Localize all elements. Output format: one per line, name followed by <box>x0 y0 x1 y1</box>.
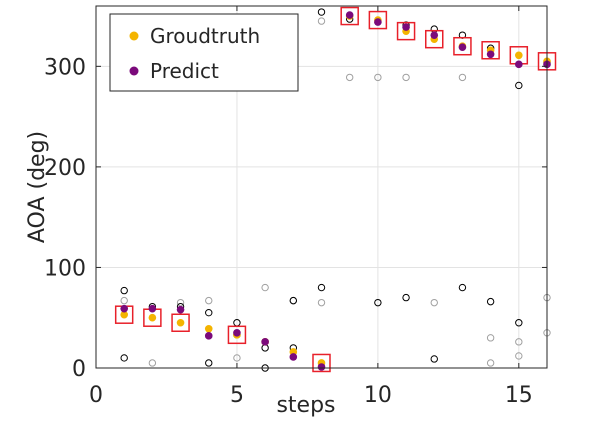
candidate-light-marker <box>458 73 467 82</box>
x-axis-label: steps <box>276 393 335 418</box>
candidate-light-marker <box>148 359 157 367</box>
legend-label-groundtruth: Groudtruth <box>150 24 260 48</box>
predict-point <box>402 23 410 31</box>
candidate-dark-marker <box>289 296 298 305</box>
candidate-light-marker <box>261 283 269 292</box>
groundtruth-point <box>148 313 157 322</box>
y-axis-label: AOA (deg) <box>25 131 50 243</box>
predict-point <box>458 43 467 52</box>
highlight-box <box>481 40 500 60</box>
predict-point <box>317 363 326 371</box>
data-markers <box>114 6 557 373</box>
candidate-light-marker <box>402 73 410 82</box>
legend: Groudtruth Predict <box>109 13 299 92</box>
groundtruth-point <box>204 324 213 333</box>
predict-point <box>204 332 213 340</box>
y-tick-label: 300 <box>44 55 86 80</box>
legend-marker-predict <box>129 66 139 76</box>
x-tick-label: 10 <box>364 383 392 408</box>
predict-point <box>345 11 354 19</box>
highlight-box <box>171 313 190 332</box>
predict-point <box>289 353 298 361</box>
candidate-light-marker <box>374 73 382 82</box>
candidate-light-marker <box>176 298 185 307</box>
highlight-box <box>453 36 472 56</box>
legend-label-predict: Predict <box>150 59 219 83</box>
candidate-dark-marker <box>402 293 410 302</box>
highlight-box <box>340 6 359 26</box>
candidate-light-marker <box>345 73 354 82</box>
candidate-dark-marker <box>458 283 467 292</box>
x-tick-label: 5 <box>230 383 244 408</box>
highlight-box <box>396 21 416 41</box>
candidate-dark-marker <box>205 359 213 367</box>
x-tick-label: 0 <box>89 383 103 408</box>
candidate-light-marker <box>515 352 523 360</box>
predict-point <box>374 18 382 26</box>
candidate-dark-marker <box>120 286 128 295</box>
predict-point <box>176 305 185 314</box>
legend-box <box>109 13 299 92</box>
predict-point <box>261 338 269 346</box>
y-tick-label: 100 <box>44 256 86 281</box>
candidate-light-marker <box>317 298 326 307</box>
candidate-dark-marker <box>120 354 128 362</box>
highlight-box <box>227 325 247 345</box>
candidate-dark-marker <box>515 319 523 327</box>
y-tick-label: 200 <box>44 156 86 181</box>
groundtruth-point <box>120 310 128 319</box>
candidate-dark-marker <box>486 297 495 306</box>
candidate-light-marker <box>120 296 128 305</box>
y-tick-label: 0 <box>72 357 86 382</box>
predict-point <box>486 50 495 59</box>
candidate-light-marker <box>205 296 213 305</box>
candidate-dark-marker <box>317 283 326 292</box>
candidate-light-marker <box>515 338 523 346</box>
highlight-box <box>368 10 388 30</box>
predict-point <box>148 304 157 313</box>
candidate-light-marker <box>233 354 241 362</box>
predict-point <box>430 31 439 39</box>
candidate-light-marker <box>486 359 495 367</box>
axis-ticks: 0 5 10 15 0 100 200 300 <box>44 6 547 408</box>
candidate-light-marker <box>430 298 438 307</box>
candidate-dark-marker <box>317 8 326 16</box>
groundtruth-point <box>176 318 185 327</box>
candidate-dark-marker <box>205 308 213 317</box>
candidate-light-marker <box>486 334 495 342</box>
candidate-light-marker <box>317 17 326 25</box>
candidate-dark-marker <box>515 81 523 90</box>
axes-frame <box>95 5 548 369</box>
x-tick-label: 15 <box>505 383 533 408</box>
predict-point <box>515 60 523 69</box>
legend-marker-groundtruth <box>129 31 139 41</box>
predict-point <box>120 304 128 313</box>
candidate-dark-marker <box>374 298 382 307</box>
groundtruth-point <box>515 51 523 60</box>
highlight-box <box>425 29 444 49</box>
candidate-dark-marker <box>430 355 438 363</box>
highlight-box <box>312 353 331 373</box>
predict-point <box>233 329 241 337</box>
